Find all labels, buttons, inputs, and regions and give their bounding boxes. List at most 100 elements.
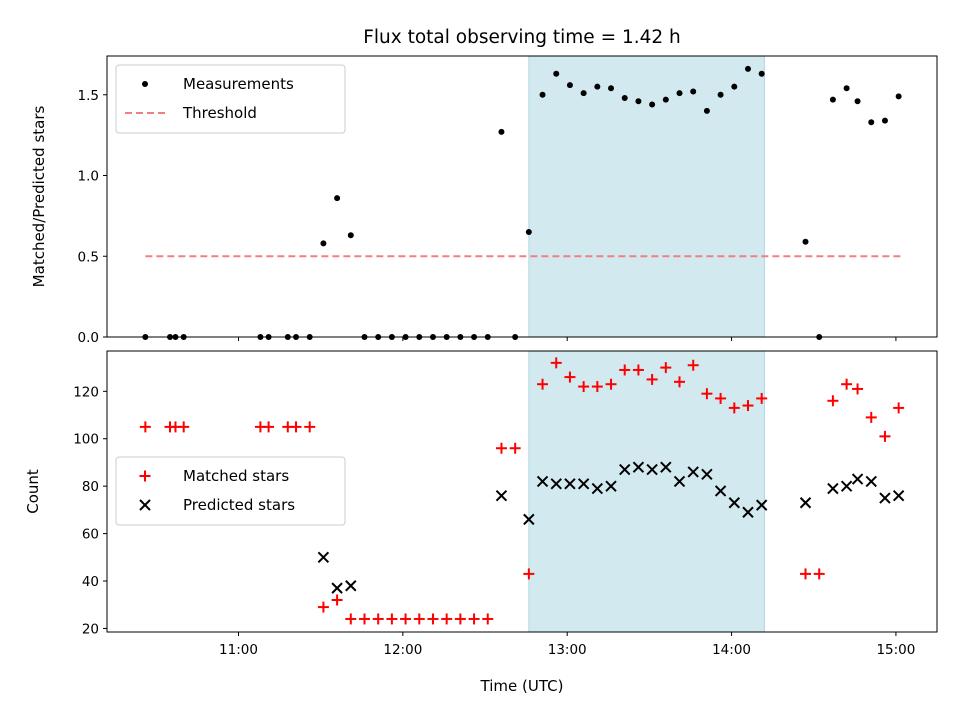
matched-star-point (893, 402, 905, 414)
y-tick-label: 120 (73, 384, 99, 400)
y-tick-label: 1.0 (78, 169, 99, 185)
predicted-star-point (619, 463, 631, 476)
predicted-star-point (879, 492, 891, 504)
bottom-panel-marks (139, 357, 905, 625)
measurement-point (731, 83, 738, 90)
measurement-point (843, 85, 850, 92)
predicted-star-point (550, 478, 562, 490)
matched-star-point (701, 388, 713, 400)
y-tick-label: 0.5 (78, 249, 99, 265)
measurement-point (334, 195, 341, 202)
legend-label: Measurements (183, 75, 294, 93)
legend-matched-swatch (139, 470, 151, 482)
y-tick-label: 40 (82, 574, 99, 590)
matched-star-point (482, 613, 494, 625)
bottom-panel-y-ticks: 20 40 60 80 100 120 (73, 384, 107, 637)
x-tick-label: 13:00 (548, 642, 587, 658)
measurement-point (566, 82, 573, 89)
predicted-star-point (701, 468, 713, 481)
matched-star-point (646, 373, 658, 385)
matched-star-point (879, 430, 891, 442)
y-tick-label: 0.0 (78, 330, 99, 346)
top-panel: 0.0 0.5 1.0 1.5 Flux total observing time =… (30, 27, 938, 346)
matched-star-point (852, 383, 864, 395)
x-tick-label: 14:00 (712, 642, 751, 658)
x-tick-label: 15:00 (876, 642, 915, 658)
matched-star-point (537, 378, 549, 390)
matched-star-point (827, 395, 839, 407)
matched-star-point (372, 613, 384, 625)
matched-star-point (687, 359, 699, 371)
top-panel-y-ticks: 0.0 0.5 1.0 1.5 (78, 88, 107, 346)
y-tick-label: 80 (82, 479, 99, 495)
measurement-point (744, 65, 751, 72)
measurement-point (347, 232, 354, 239)
y-tick-label: 1.5 (78, 88, 99, 104)
matched-star-point (468, 613, 480, 625)
predicted-star-point (827, 482, 839, 495)
bottom-y-axis-label: Count (24, 469, 42, 514)
matched-star-point (441, 613, 453, 625)
measurement-point (676, 90, 683, 97)
top-panel-frame (106, 55, 938, 338)
top-legend: Measurements Threshold (115, 64, 346, 134)
predicted-star-point (536, 475, 549, 488)
matched-star-point (263, 421, 275, 433)
predicted-star-point (577, 478, 590, 490)
matched-star-point (345, 613, 357, 625)
matched-star-point (413, 613, 425, 625)
y-tick-label: 20 (82, 621, 99, 637)
predicted-star-point (495, 489, 508, 502)
matched-star-point (564, 371, 576, 383)
predicted-star-point (755, 499, 768, 511)
predicted-star-point (865, 475, 877, 488)
predicted-star-point (591, 482, 604, 495)
measurement-point (703, 107, 710, 114)
measurement-point (621, 94, 628, 101)
matched-star-point (523, 568, 535, 580)
matched-star-point (800, 568, 812, 580)
chart-title: Flux total observing time = 1.42 h (363, 27, 681, 48)
predicted-star-point (605, 480, 617, 492)
measurement-point (498, 128, 505, 135)
matched-star-point (400, 613, 412, 625)
matched-star-point (358, 613, 370, 625)
legend-measurement-swatch (142, 81, 148, 87)
predicted-star-point (892, 489, 905, 502)
matched-star-point (139, 421, 151, 433)
measurement-point (553, 70, 560, 77)
top-y-axis-label: Matched/Predicted stars (30, 106, 48, 288)
measurement-point (802, 238, 809, 245)
matched-star-point (865, 411, 877, 423)
matched-star-point (674, 376, 686, 388)
predicted-star-point (851, 473, 864, 485)
predicted-star-point (687, 466, 699, 478)
predicted-star-point (646, 463, 658, 476)
measurement-point (829, 96, 836, 103)
matched-star-point (386, 613, 398, 625)
matched-star-point (427, 613, 439, 625)
predicted-star-point (799, 497, 812, 509)
legend-label: Predicted stars (183, 496, 295, 514)
predicted-star-point (564, 478, 576, 490)
matched-star-point (619, 364, 631, 376)
matched-star-point (756, 392, 768, 404)
matched-star-point (578, 381, 590, 393)
matched-star-point (509, 442, 521, 454)
predicted-star-point (523, 513, 535, 526)
measurement-point (758, 70, 765, 77)
matched-star-point (290, 421, 302, 433)
matched-star-point (742, 400, 754, 412)
measurement-point (868, 119, 875, 126)
measurement-point (539, 91, 546, 98)
y-tick-label: 100 (73, 432, 99, 448)
matched-star-point (715, 392, 727, 404)
matched-star-point (454, 613, 466, 625)
matched-star-point (331, 594, 343, 606)
matched-star-point (495, 442, 507, 454)
predicted-star-point (728, 497, 741, 509)
top-panel-x-ticks (237, 337, 897, 341)
measurement-point (594, 83, 601, 90)
predicted-star-point (673, 475, 686, 488)
